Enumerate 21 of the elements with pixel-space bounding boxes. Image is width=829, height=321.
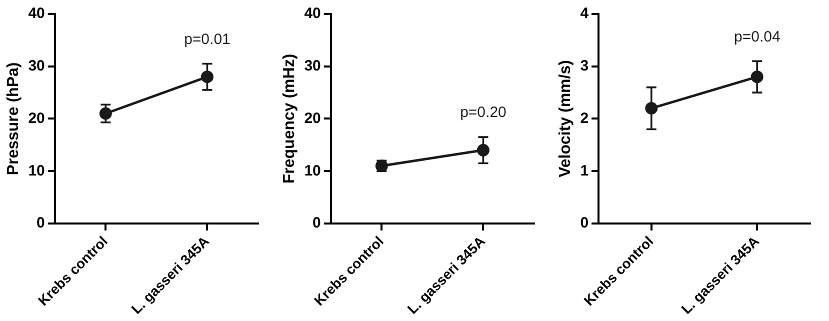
y-axis-title: Frequency (mHz) [281,54,298,184]
y-tick-label: 2 [580,110,589,127]
y-tick-label: 40 [28,5,45,22]
y-tick-label: 10 [28,162,45,180]
y-tick-label: 40 [304,5,321,22]
y-tick-label: 20 [304,110,321,127]
y-tick-label: 10 [304,162,321,180]
y-tick-label: 3 [580,58,589,75]
y-tick-label: 30 [304,58,321,75]
y-tick-label: 20 [28,110,45,127]
y-axis-title: Velocity (mm/s) [557,60,574,178]
y-tick-label: 0 [36,214,45,232]
y-tick-label: 1 [580,162,589,180]
y-tick-label: 0 [580,214,589,232]
y-tick-label: 4 [580,5,590,22]
y-axis-title: Pressure (hPa) [5,62,22,176]
annotation: p=0.01 [184,30,230,48]
y-tick-label: 0 [312,214,321,232]
annotation: p=0.04 [734,28,780,46]
annotation: p=0.20 [460,104,506,122]
y-tick-label: 30 [28,58,45,75]
